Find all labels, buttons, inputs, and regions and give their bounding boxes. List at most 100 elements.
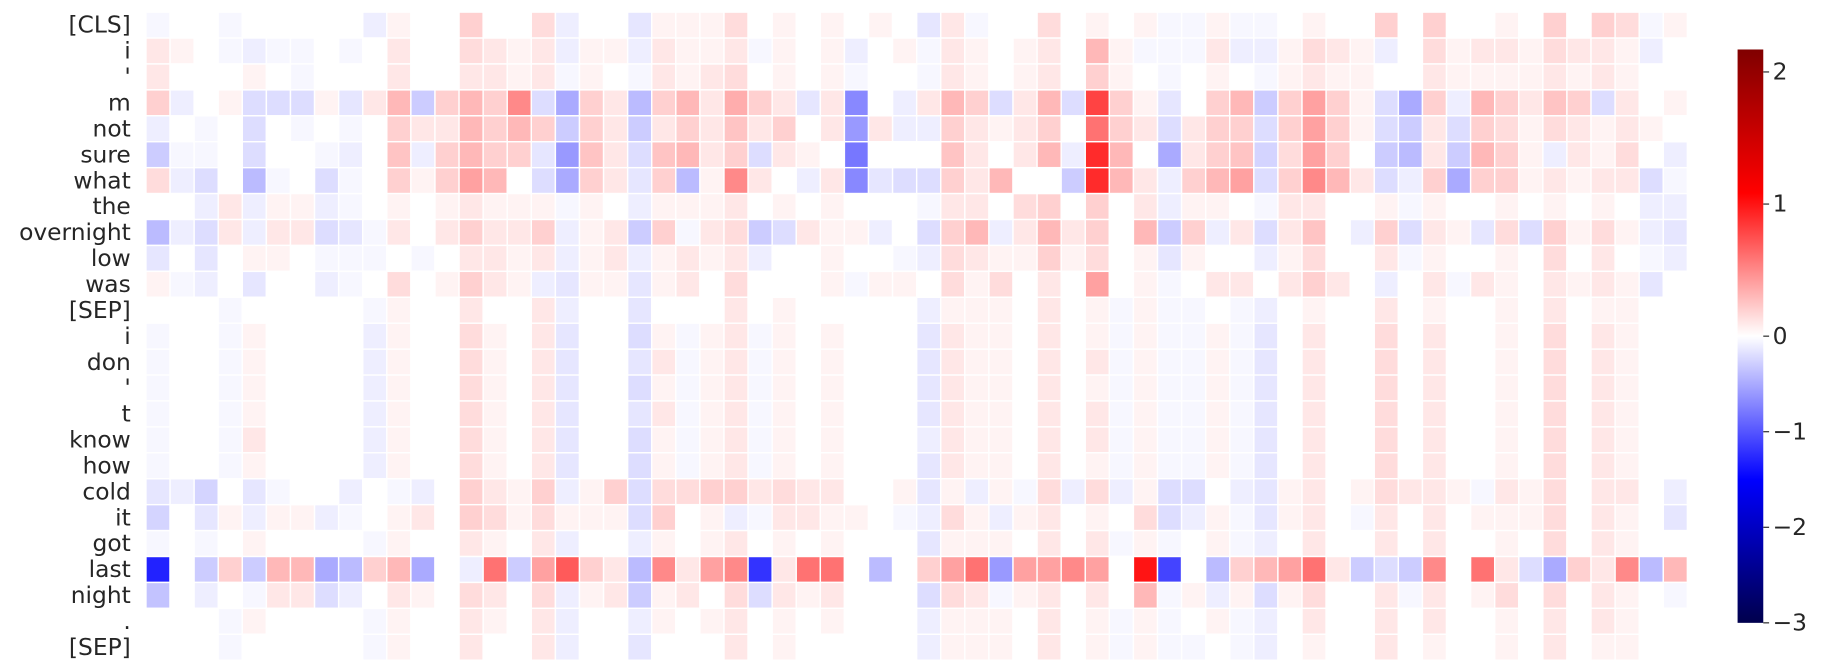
heatmap-cell [1180, 37, 1207, 65]
heatmap-cell [1180, 503, 1207, 532]
heatmap-cell [1638, 607, 1664, 635]
heatmap-cell [1229, 192, 1255, 221]
heatmap-cell [337, 322, 364, 350]
heatmap-cell [289, 452, 316, 480]
heatmap-cell [1349, 503, 1375, 532]
heatmap-cell [1397, 11, 1424, 39]
heatmap-cell [169, 166, 195, 195]
heatmap-cell [626, 192, 653, 221]
heatmap-cell [626, 400, 653, 428]
heatmap-cell [1253, 478, 1279, 506]
heatmap-cell [193, 115, 219, 143]
heatmap-cell [506, 89, 533, 117]
heatmap-cell [1349, 322, 1375, 350]
heatmap-cell [1132, 478, 1159, 506]
heatmap-cell [1469, 296, 1496, 324]
heatmap-cell [1566, 400, 1592, 428]
heatmap-cell [530, 89, 557, 117]
heatmap-cell [1614, 452, 1640, 480]
heatmap-cell [530, 348, 557, 376]
heatmap-cell [1301, 192, 1327, 221]
heatmap-cell [1012, 244, 1038, 273]
row-label: m [108, 89, 131, 117]
heatmap-cell [434, 452, 460, 480]
heatmap-cell [1108, 192, 1135, 221]
heatmap-cell [1277, 63, 1303, 91]
heatmap-cell [1229, 115, 1255, 143]
heatmap-cell [1084, 296, 1111, 324]
heatmap-cell [1566, 37, 1592, 65]
heatmap-cell [675, 633, 701, 661]
heatmap-cell [699, 322, 725, 350]
heatmap-cell [1542, 581, 1568, 610]
heatmap-cell [891, 426, 918, 454]
heatmap-cell [964, 503, 990, 532]
heatmap-cell [1156, 115, 1183, 143]
heatmap-cell [1325, 166, 1351, 195]
heatmap-cell [313, 166, 340, 195]
heatmap-cell [169, 11, 195, 39]
heatmap-cell [337, 348, 364, 376]
heatmap-cell [1301, 426, 1327, 454]
heatmap-cell [1397, 607, 1424, 635]
heatmap-cell [1493, 426, 1520, 454]
heatmap-cell [554, 89, 581, 117]
heatmap-cell [1373, 348, 1400, 376]
heatmap-cell [265, 581, 292, 610]
heatmap-cell [1253, 115, 1279, 143]
heatmap-cell [482, 633, 508, 661]
heatmap-cell [940, 348, 966, 376]
heatmap-cell [915, 503, 942, 532]
heatmap-cell [1253, 426, 1279, 454]
heatmap-cell [1662, 348, 1689, 376]
heatmap-cell [1060, 426, 1086, 454]
heatmap-cell [1590, 426, 1616, 454]
heatmap-cell [530, 478, 557, 506]
heatmap-cell [217, 400, 244, 428]
heatmap-cell [1421, 478, 1448, 506]
heatmap-cell [867, 296, 894, 324]
heatmap-cell [1590, 89, 1616, 117]
heatmap-cell [1084, 322, 1111, 350]
heatmap-cell [193, 296, 219, 324]
heatmap-cell [1036, 192, 1062, 221]
heatmap-cell [217, 244, 244, 273]
heatmap-cell [699, 348, 725, 376]
heatmap-cell [1229, 607, 1255, 635]
heatmap-cell [265, 503, 292, 532]
heatmap-cell [1204, 400, 1231, 428]
heatmap-cell [241, 270, 268, 298]
heatmap-cell [145, 166, 171, 195]
heatmap-cell [964, 296, 990, 324]
heatmap-cell [843, 633, 870, 661]
heatmap-cell [1566, 89, 1592, 117]
heatmap-cell [1253, 555, 1279, 584]
heatmap-cell [602, 348, 629, 376]
heatmap-cell [458, 478, 484, 506]
heatmap-cell [1662, 452, 1689, 480]
heatmap-cell [193, 607, 219, 635]
heatmap-cell [1421, 115, 1448, 143]
heatmap-cell [1325, 581, 1351, 610]
heatmap-cell [1156, 141, 1183, 169]
heatmap-cell [337, 37, 364, 65]
heatmap-cell [1566, 296, 1592, 324]
heatmap-cell [1638, 529, 1664, 558]
heatmap-cell [964, 400, 990, 428]
heatmap-cell [482, 166, 508, 195]
heatmap-cell [602, 63, 629, 91]
heatmap-cell [434, 37, 460, 65]
heatmap-cell [1373, 166, 1400, 195]
heatmap-cell [843, 296, 870, 324]
heatmap-cell [843, 452, 870, 480]
row-label: [SEP] [69, 296, 131, 324]
heatmap-cell [169, 270, 195, 298]
heatmap-cell [1662, 555, 1689, 584]
heatmap-cell [940, 607, 966, 635]
heatmap-cell [1277, 426, 1303, 454]
heatmap-cell [362, 244, 388, 273]
heatmap-cell [1156, 607, 1183, 635]
heatmap-cell [867, 607, 894, 635]
heatmap-cell [1349, 89, 1375, 117]
heatmap-cell [1277, 348, 1303, 376]
